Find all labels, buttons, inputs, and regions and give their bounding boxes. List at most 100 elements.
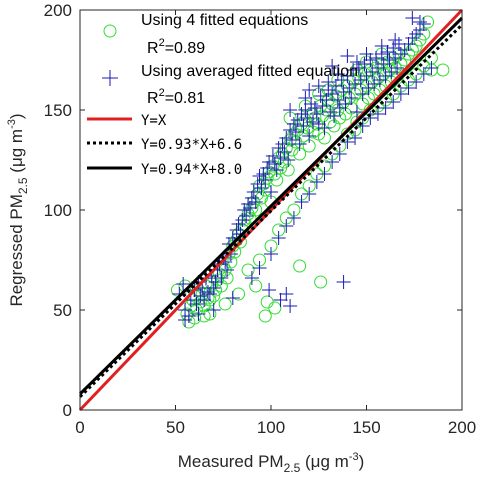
point-series-2 xyxy=(388,51,403,65)
point-series-2 xyxy=(242,201,257,215)
point-series-2 xyxy=(323,105,338,119)
point-series-2 xyxy=(393,87,408,101)
legend-label-series-1: Using 4 fitted equations xyxy=(141,12,308,29)
point-series-2 xyxy=(181,309,196,323)
legend: Using 4 fitted equations R2=0.89 Using a… xyxy=(87,12,358,178)
point-series-2 xyxy=(340,49,355,63)
point-series-2 xyxy=(376,57,391,71)
point-series-2 xyxy=(382,53,397,67)
point-series-2 xyxy=(269,163,284,177)
point-series-2 xyxy=(349,55,364,69)
point-series-2 xyxy=(363,111,378,125)
point-series-2 xyxy=(248,195,263,209)
ticks-layer: 0 50 100 150 200 0 50 100 150 200 xyxy=(44,1,477,437)
point-series-2 xyxy=(359,47,374,61)
point-series-2 xyxy=(279,287,294,301)
point-series-2 xyxy=(296,119,311,133)
x-tick-label: 50 xyxy=(166,418,185,437)
y-tick-label: 200 xyxy=(44,1,72,20)
point-series-2 xyxy=(225,291,240,305)
point-series-2 xyxy=(300,111,315,125)
point-series-2 xyxy=(380,45,395,59)
point-series-2 xyxy=(271,231,286,245)
point-series-2 xyxy=(252,261,267,275)
point-series-2 xyxy=(239,209,254,223)
point-series-2 xyxy=(254,181,269,195)
legend-marker-plus xyxy=(102,70,118,86)
point-series-2 xyxy=(235,213,250,227)
point-series-2 xyxy=(244,271,259,285)
point-series-2 xyxy=(342,81,357,95)
x-tick-label: 150 xyxy=(352,418,380,437)
point-series-2 xyxy=(416,17,431,31)
point-series-2 xyxy=(285,133,300,147)
point-series-2 xyxy=(244,191,259,205)
legend-label-line-2: Y=0.93*X+6.6 xyxy=(141,137,242,153)
fit-line-3 xyxy=(78,16,464,396)
point-series-2 xyxy=(401,81,416,95)
point-series-2 xyxy=(317,167,332,181)
point-series-2 xyxy=(401,37,416,51)
point-series-2 xyxy=(416,67,431,81)
legend-label-series-2: Using averaged fitted equation xyxy=(141,63,358,80)
fit-line-2 xyxy=(78,23,464,398)
point-series-2 xyxy=(286,117,301,131)
point-series-2 xyxy=(355,119,370,133)
point-series-2 xyxy=(309,175,324,189)
point-series-2 xyxy=(262,155,277,169)
point-series-2 xyxy=(351,61,366,75)
point-series-2 xyxy=(200,285,215,299)
point-series-2 xyxy=(283,123,298,137)
point-series-2 xyxy=(372,73,387,87)
point-series-2 xyxy=(336,275,351,289)
point-series-2 xyxy=(348,131,363,145)
point-series-2 xyxy=(271,141,286,155)
x-tick-label: 200 xyxy=(448,418,476,437)
point-series-2 xyxy=(325,87,340,101)
point-series-2 xyxy=(365,65,380,79)
point-series-2 xyxy=(378,101,393,115)
point-series-2 xyxy=(277,145,292,159)
y-tick-label: 50 xyxy=(53,301,72,320)
y-tick-label: 100 xyxy=(44,201,72,220)
point-series-2 xyxy=(367,77,382,91)
point-series-2 xyxy=(313,89,328,103)
legend-marker-circle xyxy=(103,24,117,38)
point-series-2 xyxy=(273,293,288,307)
point-series-2 xyxy=(355,87,370,101)
point-series-2 xyxy=(208,275,223,289)
y-tick-label: 0 xyxy=(63,401,72,420)
point-series-2 xyxy=(412,15,427,29)
point-series-2 xyxy=(202,287,217,301)
point-series-2 xyxy=(370,107,385,121)
legend-label-line-3: Y=0.94*X+8.0 xyxy=(141,162,242,178)
point-series-2 xyxy=(302,129,317,143)
point-series-2 xyxy=(348,77,363,91)
point-series-2 xyxy=(336,85,351,99)
point-series-2 xyxy=(265,149,280,163)
fit-line-1 xyxy=(78,8,464,412)
point-series-2 xyxy=(294,195,309,209)
point-series-2 xyxy=(397,43,412,57)
fit-lines-layer xyxy=(78,8,464,412)
point-series-2 xyxy=(191,307,206,321)
point-series-2 xyxy=(267,157,282,171)
point-series-2 xyxy=(359,69,374,83)
point-series-2 xyxy=(327,109,342,123)
point-series-2 xyxy=(374,39,389,53)
point-series-1 xyxy=(249,279,263,293)
point-series-1 xyxy=(436,63,450,77)
point-series-2 xyxy=(250,177,265,191)
point-series-2 xyxy=(363,53,378,67)
y-axis-label: Regressed PM2.5 (μg m-3) xyxy=(6,113,30,306)
point-series-2 xyxy=(409,75,424,89)
point-series-2 xyxy=(321,75,336,89)
point-series-2 xyxy=(309,107,324,121)
point-series-2 xyxy=(325,59,340,73)
point-series-2 xyxy=(206,303,221,317)
point-series-1 xyxy=(314,275,328,289)
point-series-2 xyxy=(330,67,345,81)
point-series-2 xyxy=(189,297,204,311)
point-series-2 xyxy=(344,91,359,105)
